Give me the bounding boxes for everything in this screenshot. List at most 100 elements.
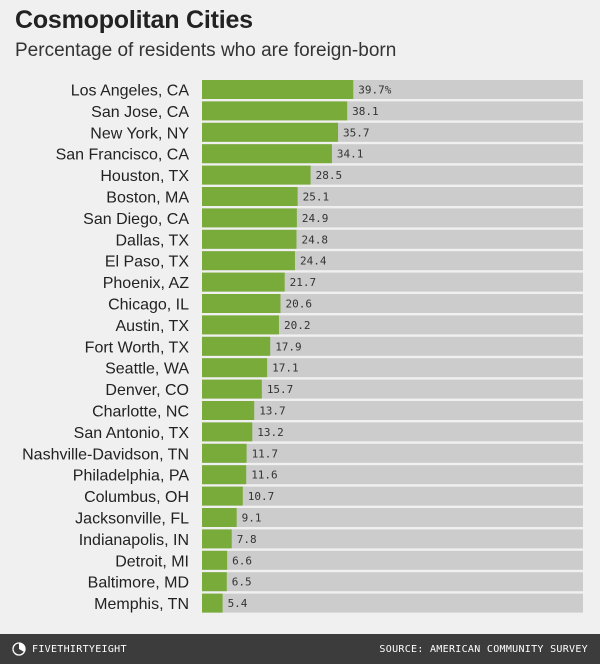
value-label: 35.7 bbox=[343, 126, 370, 139]
fivethirtyeight-logo-icon bbox=[12, 642, 26, 656]
bar-track bbox=[202, 272, 583, 292]
brand: FIVETHIRTYEIGHT bbox=[0, 642, 127, 656]
value-label: 17.9 bbox=[275, 340, 302, 353]
category-label: Indianapolis, IN bbox=[79, 532, 189, 549]
category-label: Philadelphia, PA bbox=[73, 468, 190, 485]
value-label: 24.4 bbox=[300, 255, 327, 268]
bar-track bbox=[202, 486, 583, 506]
value-label: 13.7 bbox=[259, 405, 286, 418]
source-note: SOURCE: AMERICAN COMMUNITY SURVEY bbox=[379, 643, 588, 655]
value-label: 25.1 bbox=[303, 191, 330, 204]
value-label: 24.9 bbox=[302, 212, 329, 225]
bar bbox=[202, 593, 223, 613]
bar bbox=[202, 379, 262, 399]
value-label: 34.1 bbox=[337, 148, 364, 161]
category-label: Austin, TX bbox=[115, 318, 189, 335]
bar-track bbox=[202, 251, 583, 271]
bar-chart: Los Angeles, CA 39.7% San Jose, CA 38.1 New … bbox=[22, 80, 583, 613]
category-label: Columbus, OH bbox=[84, 489, 189, 506]
bar bbox=[202, 208, 297, 228]
category-label: Seattle, WA bbox=[105, 361, 189, 378]
category-label: San Antonio, TX bbox=[74, 425, 190, 442]
category-label: Baltimore, MD bbox=[88, 575, 189, 592]
value-label: 39.7% bbox=[358, 84, 391, 97]
footer-bar: FIVETHIRTYEIGHT SOURCE: AMERICAN COMMUNI… bbox=[0, 634, 600, 664]
category-label: Houston, TX bbox=[100, 168, 189, 185]
value-label: 20.6 bbox=[285, 298, 312, 311]
category-label: San Francisco, CA bbox=[56, 147, 190, 164]
bar-track bbox=[202, 208, 583, 228]
bar bbox=[202, 443, 247, 463]
value-label: 6.6 bbox=[232, 554, 252, 567]
bar-track bbox=[202, 229, 583, 249]
category-label: Jacksonville, FL bbox=[75, 511, 189, 528]
value-label: 28.5 bbox=[316, 169, 343, 182]
bar bbox=[202, 465, 247, 485]
bar-track bbox=[202, 379, 583, 399]
category-label: Chicago, IL bbox=[108, 297, 189, 314]
category-label: Los Angeles, CA bbox=[71, 83, 190, 100]
value-label: 20.2 bbox=[284, 319, 311, 332]
category-label: Fort Worth, TX bbox=[85, 339, 190, 356]
value-label: 5.4 bbox=[228, 597, 248, 610]
category-label: Charlotte, NC bbox=[92, 404, 189, 421]
category-label: El Paso, TX bbox=[105, 254, 190, 271]
bar-track bbox=[202, 336, 583, 356]
bar bbox=[202, 122, 339, 142]
bar bbox=[202, 272, 285, 292]
category-label: Boston, MA bbox=[106, 190, 189, 207]
category-label: San Diego, CA bbox=[83, 211, 189, 228]
category-label: San Jose, CA bbox=[91, 104, 189, 121]
bar bbox=[202, 229, 297, 249]
bar bbox=[202, 336, 271, 356]
brand-name: FIVETHIRTYEIGHT bbox=[32, 643, 127, 655]
bar bbox=[202, 529, 232, 549]
category-label: Memphis, TN bbox=[94, 596, 189, 613]
bar-track bbox=[202, 572, 583, 592]
bar-track bbox=[202, 294, 583, 313]
chart-subtitle: Percentage of residents who are foreign-… bbox=[15, 40, 397, 61]
category-label: Detroit, MI bbox=[115, 553, 189, 570]
value-label: 21.7 bbox=[290, 276, 317, 289]
category-label: Phoenix, AZ bbox=[103, 275, 190, 292]
bar bbox=[202, 187, 298, 206]
category-label: Dallas, TX bbox=[115, 232, 189, 249]
bar bbox=[202, 251, 295, 271]
bar-track bbox=[202, 529, 583, 549]
bar bbox=[202, 80, 354, 99]
value-label: 17.1 bbox=[272, 362, 299, 375]
bar bbox=[202, 550, 228, 570]
value-label: 7.8 bbox=[237, 533, 257, 546]
category-label: New York, NY bbox=[90, 125, 189, 142]
bar bbox=[202, 165, 311, 185]
bar bbox=[202, 401, 255, 420]
bar-track bbox=[202, 401, 583, 420]
bar-track bbox=[202, 443, 583, 463]
bar bbox=[202, 572, 227, 592]
bar-track bbox=[202, 422, 583, 442]
bar bbox=[202, 144, 332, 164]
bar-track bbox=[202, 508, 583, 527]
bar-track bbox=[202, 593, 583, 613]
value-label: 6.5 bbox=[232, 576, 252, 589]
bar bbox=[202, 101, 348, 121]
bar bbox=[202, 422, 253, 442]
value-label: 9.1 bbox=[242, 512, 262, 525]
category-label: Nashville-Davidson, TN bbox=[22, 446, 189, 463]
category-label: Denver, CO bbox=[105, 382, 189, 399]
value-label: 24.8 bbox=[301, 233, 328, 246]
value-label: 11.7 bbox=[252, 447, 279, 460]
value-label: 13.2 bbox=[257, 426, 284, 439]
bar bbox=[202, 315, 279, 335]
bar bbox=[202, 294, 281, 313]
chart-title: Cosmopolitan Cities bbox=[15, 6, 253, 34]
value-label: 15.7 bbox=[267, 383, 294, 396]
bar bbox=[202, 508, 237, 527]
value-label: 11.6 bbox=[251, 469, 277, 482]
bar-track bbox=[202, 550, 583, 570]
bar-track bbox=[202, 358, 583, 378]
bar-track bbox=[202, 315, 583, 335]
value-label: 10.7 bbox=[248, 490, 275, 503]
bar-track bbox=[202, 465, 583, 485]
value-label: 38.1 bbox=[352, 105, 379, 118]
